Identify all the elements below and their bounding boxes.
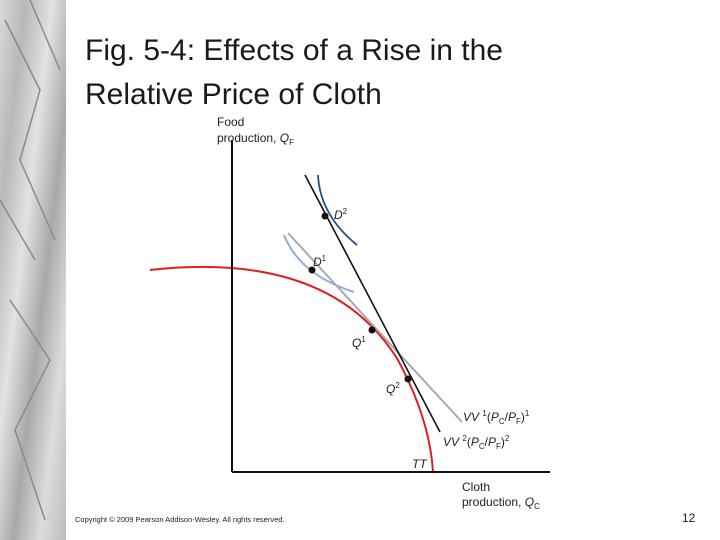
curve-label: VV 1(PC/PF)1 (463, 409, 530, 426)
label-part: Q (280, 131, 289, 145)
label-part: 1 (322, 254, 327, 263)
label-part: VV (463, 410, 480, 424)
title-line: Relative Price of Cloth (85, 78, 382, 111)
point (404, 375, 412, 383)
point (321, 212, 329, 220)
copyright: Copyright © 2009 Pearson Addison-Wesley.… (75, 515, 285, 524)
label-part: 2 (505, 434, 510, 443)
x-axis-label: production, QC (462, 495, 540, 511)
label-part: / (485, 435, 489, 449)
label-part: ( (467, 435, 471, 449)
page-number: 12 (682, 511, 696, 525)
point-label: D2 (334, 207, 348, 222)
label-part: F (289, 138, 294, 147)
label-part: VV (443, 435, 460, 449)
label-part: D (313, 255, 322, 269)
tt-curve (149, 265, 434, 473)
label-part: / (505, 410, 509, 424)
label-part: Q (352, 336, 361, 350)
label-part: Q (525, 495, 534, 509)
label-part: D (334, 208, 343, 222)
label-part: P (488, 435, 496, 449)
point-label: Q2 (386, 381, 400, 396)
label-part: F (516, 417, 521, 426)
label-part: ( (487, 410, 491, 424)
label-part: ) (521, 410, 525, 424)
label-part: 2 (343, 207, 348, 216)
label-part: production, (462, 495, 525, 509)
indifference-curve-2 (317, 174, 358, 246)
point-label: D1 (313, 254, 327, 269)
point (308, 266, 316, 274)
label-part: C (534, 502, 540, 511)
marble-strip (0, 0, 66, 540)
label-part: P (471, 435, 479, 449)
curve-label: TT (412, 457, 428, 471)
point (368, 326, 376, 334)
x-axis-label: Cloth (462, 480, 490, 494)
title-line: Fig. 5-4: Effects of a Rise in the (85, 34, 503, 67)
label-part: F (496, 442, 501, 451)
label-part: 2 (462, 434, 467, 443)
label-part: P (491, 410, 499, 424)
label-part: 1 (361, 335, 366, 344)
label-part: 1 (482, 409, 487, 418)
label-part: ) (501, 435, 505, 449)
label-part: production, (217, 131, 280, 145)
y-axis-label: production, QF (217, 131, 294, 147)
label-part: 2 (395, 381, 400, 390)
point-label: Q1 (352, 335, 366, 350)
curve-label: VV 2(PC/PF)2 (443, 434, 510, 451)
vv1-line (287, 232, 463, 423)
label-part: C (479, 442, 485, 451)
label-part: Q (386, 382, 395, 396)
label-part: P (508, 410, 516, 424)
label-part: TT (412, 457, 428, 471)
label-part: C (499, 417, 505, 426)
y-axis-label: Food (217, 115, 244, 129)
label-part: 1 (525, 409, 530, 418)
marble-veins (0, 0, 61, 521)
